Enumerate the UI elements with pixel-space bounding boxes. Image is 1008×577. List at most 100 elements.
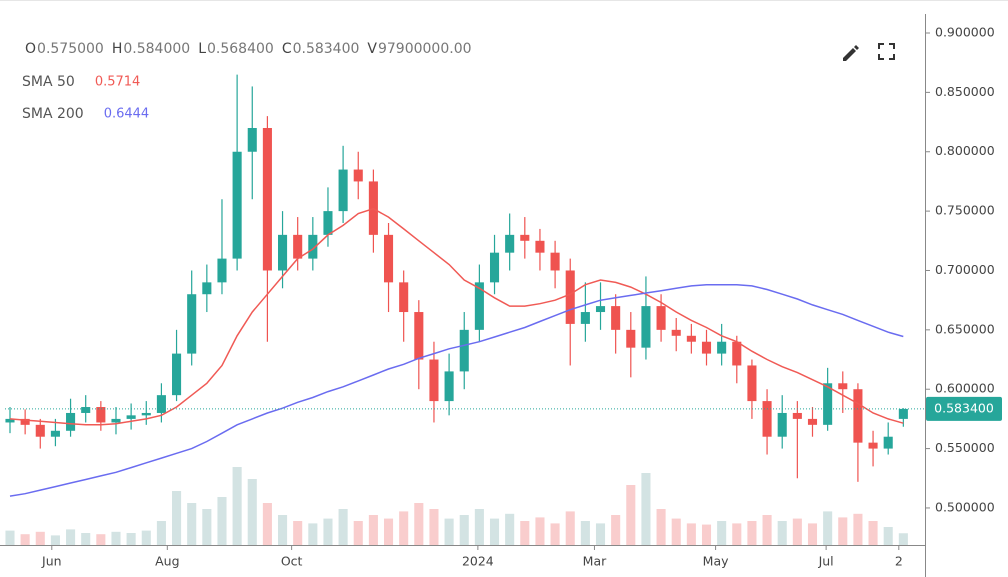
y-tick-label: 0.650000 bbox=[935, 321, 995, 336]
candle-body bbox=[717, 341, 727, 354]
candle-body bbox=[898, 408, 908, 419]
volume-bar bbox=[323, 518, 333, 545]
volume-bar bbox=[565, 511, 575, 545]
candle-body bbox=[172, 353, 182, 396]
candle-body bbox=[66, 412, 76, 431]
candle-body bbox=[792, 412, 802, 419]
header-value: 0.575000 bbox=[37, 41, 104, 57]
volume-bar bbox=[414, 503, 424, 545]
candle-body bbox=[293, 234, 303, 259]
candle-body bbox=[399, 282, 409, 313]
volume-bar bbox=[777, 521, 787, 545]
volume-bar bbox=[308, 523, 318, 545]
volume-bar bbox=[520, 521, 530, 545]
volume-bar bbox=[141, 530, 151, 545]
legend-name: SMA 50 bbox=[22, 74, 75, 90]
volume-bar bbox=[823, 511, 833, 545]
candle-body bbox=[807, 418, 818, 425]
volume-bar bbox=[368, 515, 378, 545]
volume-bar bbox=[66, 529, 76, 545]
volume-bar bbox=[807, 523, 818, 545]
header-value: 0.568400 bbox=[207, 41, 274, 57]
candle-body bbox=[308, 234, 318, 259]
volume-bar bbox=[898, 533, 908, 545]
volume-bar bbox=[383, 518, 394, 545]
candle-body bbox=[232, 151, 242, 259]
volume-bar bbox=[262, 503, 272, 545]
volume-bar bbox=[429, 509, 439, 545]
volume-bar bbox=[247, 479, 257, 545]
volume-bar bbox=[505, 513, 515, 545]
volume-bar bbox=[686, 523, 696, 545]
candle-body bbox=[202, 282, 212, 295]
volume-bar bbox=[444, 518, 454, 545]
y-tick-label: 0.550000 bbox=[935, 440, 995, 455]
fullscreen-icon[interactable] bbox=[878, 43, 895, 60]
candle-body bbox=[35, 424, 45, 437]
volume-bar bbox=[353, 521, 363, 545]
volume-bar bbox=[580, 521, 590, 545]
y-tick-label: 0.500000 bbox=[935, 499, 995, 514]
candle-body bbox=[777, 412, 787, 437]
volume-bar bbox=[550, 523, 560, 545]
draw-icon[interactable] bbox=[843, 45, 859, 61]
candle-body bbox=[701, 341, 712, 354]
header-value: 0.583400 bbox=[293, 41, 360, 57]
candle-body bbox=[383, 234, 394, 283]
legend-value: 0.6444 bbox=[104, 107, 150, 122]
volume-bar bbox=[717, 521, 727, 545]
volume-bar bbox=[838, 517, 848, 545]
candle-body bbox=[5, 418, 15, 423]
y-tick-label: 0.850000 bbox=[935, 84, 995, 99]
last-price-label: 0.583400 bbox=[934, 400, 994, 415]
volume-bar bbox=[535, 517, 545, 545]
candle-body bbox=[626, 329, 636, 348]
volume-bar bbox=[5, 530, 15, 545]
volume-bar bbox=[172, 491, 182, 545]
y-tick-label: 0.750000 bbox=[935, 203, 995, 218]
candle-body bbox=[414, 312, 424, 360]
volume-bar bbox=[50, 535, 60, 545]
header-key: O bbox=[25, 41, 36, 57]
candle-body bbox=[656, 306, 666, 330]
candle-body bbox=[732, 341, 742, 366]
candle-body bbox=[20, 418, 30, 425]
candle-body bbox=[611, 306, 621, 330]
candle-body bbox=[883, 436, 893, 449]
x-tick-label: Mar bbox=[583, 554, 607, 569]
candle-body bbox=[81, 407, 91, 413]
volume-bar bbox=[868, 521, 878, 545]
volume-bar bbox=[747, 521, 757, 545]
volume-bar bbox=[611, 515, 621, 545]
candle-body bbox=[762, 401, 772, 437]
legend-value: 0.5714 bbox=[95, 75, 141, 90]
volume-bar bbox=[459, 515, 469, 545]
candle-body bbox=[505, 234, 515, 253]
volume-bar bbox=[489, 518, 500, 545]
volume-layer bbox=[5, 467, 908, 545]
sma-line bbox=[9, 207, 904, 426]
volume-bar bbox=[701, 524, 712, 545]
candle-body bbox=[338, 169, 348, 212]
volume-bar bbox=[595, 523, 606, 545]
x-tick-label: Jul bbox=[818, 554, 834, 569]
volume-bar bbox=[20, 534, 30, 545]
last-price-tag bbox=[926, 396, 1002, 421]
x-tick-label: Aug bbox=[155, 554, 179, 569]
candles bbox=[5, 74, 908, 482]
y-tick-label: 0.600000 bbox=[935, 381, 995, 396]
candle-body bbox=[278, 234, 288, 271]
volume-bar bbox=[156, 521, 166, 545]
candle-body bbox=[353, 169, 363, 182]
volume-bar bbox=[232, 467, 242, 545]
volume-bar bbox=[792, 518, 802, 545]
candle-body bbox=[444, 371, 454, 402]
header-value: 97900000.00 bbox=[378, 41, 472, 57]
y-tick-label: 0.900000 bbox=[935, 25, 995, 40]
x-tick-label: Jun bbox=[41, 554, 62, 569]
volume-bar bbox=[187, 503, 197, 545]
header-key: H bbox=[112, 41, 123, 57]
candle-body bbox=[474, 282, 484, 330]
